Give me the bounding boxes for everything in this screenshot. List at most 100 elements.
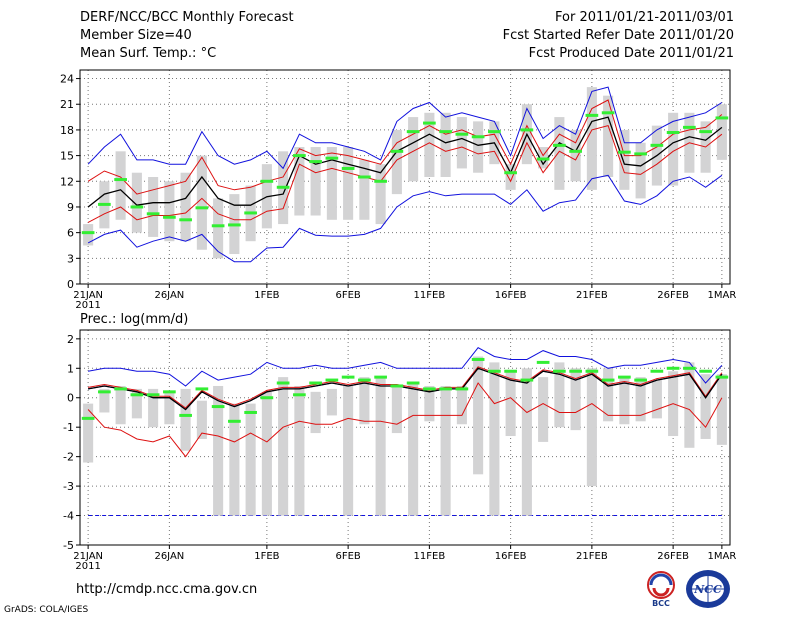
chart2-median-mark bbox=[715, 375, 729, 379]
grads-credit: GrADS: COLA/IGES bbox=[4, 605, 89, 615]
chart2-box bbox=[635, 377, 646, 422]
chart1-box bbox=[213, 198, 224, 259]
chart1-min-line bbox=[87, 174, 723, 263]
chart2-box bbox=[245, 403, 256, 516]
chart1-box bbox=[83, 224, 94, 246]
chart2-box bbox=[619, 377, 630, 425]
bcc-logo-text: BCC bbox=[652, 599, 670, 608]
chart2-upper-line bbox=[88, 366, 723, 409]
chart2-median-mark bbox=[553, 369, 566, 373]
chart1-box bbox=[570, 129, 581, 182]
chart2-box bbox=[326, 388, 337, 416]
chart1-box bbox=[294, 147, 305, 216]
chart1-xtick-label: 1MAR bbox=[707, 290, 736, 301]
chart1-median-mark bbox=[81, 231, 95, 235]
chart2-median-mark bbox=[244, 410, 257, 414]
chart2-box bbox=[716, 374, 727, 445]
chart2-box bbox=[229, 403, 240, 516]
chart2-box bbox=[115, 385, 126, 425]
chart1-median-mark bbox=[553, 143, 566, 147]
chart1-mean-line bbox=[87, 116, 723, 208]
chart1-ytick-label: 6 bbox=[67, 227, 74, 240]
chart2-xtick-sublabel: 2011 bbox=[75, 561, 100, 572]
chart2-box bbox=[538, 377, 549, 442]
chart2-ytick-label: -3 bbox=[63, 480, 74, 493]
chart2-median-mark bbox=[585, 369, 599, 373]
chart1-box bbox=[359, 159, 370, 220]
chart1-median-mark bbox=[536, 157, 550, 161]
chart1-median-mark bbox=[325, 156, 339, 160]
chart1-box bbox=[440, 112, 451, 177]
chart1-box bbox=[115, 151, 126, 220]
chart2-xtick-label: 16FEB bbox=[495, 551, 527, 562]
chart2-box bbox=[196, 400, 207, 439]
chart2-median-mark bbox=[423, 387, 436, 391]
chart1-upper-line bbox=[87, 99, 723, 195]
chart2-mean-line bbox=[87, 367, 723, 411]
chart1-box bbox=[408, 117, 419, 182]
chart1-ytick-label: 24 bbox=[60, 73, 74, 86]
chart2-box bbox=[700, 374, 711, 439]
chart1-median-mark bbox=[260, 179, 274, 183]
chart2-ytick-label: -2 bbox=[63, 451, 74, 464]
chart1-box bbox=[456, 117, 467, 169]
chart2-xtick-label: 21JAN bbox=[73, 551, 103, 562]
chart2-median-mark bbox=[406, 381, 420, 385]
chart1-xtick-label: 16FEB bbox=[495, 290, 527, 301]
chart1-xtick-label: 6FEB bbox=[335, 290, 360, 301]
chart1-box bbox=[473, 121, 484, 173]
chart2-median-mark bbox=[569, 369, 582, 373]
chart1-ytick-label: 21 bbox=[60, 98, 74, 111]
chart2-box bbox=[570, 368, 581, 431]
chart2-box bbox=[148, 388, 159, 428]
chart1-median-mark bbox=[358, 175, 371, 179]
chart1-median-mark bbox=[276, 185, 290, 189]
chart2-median-mark bbox=[374, 375, 387, 379]
chart2-box bbox=[440, 385, 451, 516]
chart2-ytick-label: -5 bbox=[63, 539, 74, 552]
chart1-median-mark bbox=[390, 149, 404, 153]
chart1-xtick-label: 1FEB bbox=[254, 290, 279, 301]
chart1-frame bbox=[79, 69, 731, 285]
chart2-median-mark bbox=[341, 375, 355, 379]
chart2-box bbox=[99, 388, 110, 413]
chart1-box bbox=[505, 164, 516, 190]
chart2-box bbox=[180, 388, 191, 451]
chart1-median-mark bbox=[341, 166, 355, 170]
chart1-xtick-label: 11FEB bbox=[414, 290, 446, 301]
chart1-median-mark bbox=[504, 171, 517, 175]
chart2-median-mark bbox=[293, 393, 306, 397]
chart2-median-mark bbox=[195, 387, 209, 391]
chart1-box bbox=[180, 172, 191, 242]
source-url[interactable]: http://cmdp.ncc.cma.gov.cn bbox=[76, 582, 258, 597]
chart2-ylabel: Prec.: log(mm/d) bbox=[80, 312, 188, 327]
forecast-period: For 2011/01/21-2011/03/01 bbox=[555, 10, 734, 25]
chart1-box bbox=[164, 181, 175, 242]
chart1-box bbox=[326, 147, 337, 220]
chart1-box bbox=[635, 142, 646, 199]
chart1-median-mark bbox=[228, 223, 241, 227]
chart1-lower-line bbox=[87, 124, 723, 223]
chart1-xtick-label: 26FEB bbox=[657, 290, 689, 301]
chart2-box bbox=[261, 391, 272, 516]
chart1-box bbox=[586, 87, 597, 190]
chart2-median-mark bbox=[650, 369, 664, 373]
chart2-box bbox=[586, 368, 597, 487]
chart2-median-mark bbox=[504, 369, 517, 373]
chart1-box bbox=[375, 164, 386, 225]
chart1-median-mark bbox=[471, 135, 485, 139]
variable-label: Mean Surf. Temp.: °C bbox=[80, 46, 217, 61]
chart1-median-mark bbox=[211, 224, 225, 228]
chart2-box bbox=[603, 368, 614, 422]
chart1-median-mark bbox=[130, 205, 144, 209]
ncc-logo-text: NCC bbox=[693, 583, 722, 596]
chart1-box bbox=[196, 155, 207, 250]
chart2-xtick-label: 26JAN bbox=[154, 551, 184, 562]
chart1-ytick-label: 12 bbox=[60, 175, 74, 188]
chart1-median-mark bbox=[244, 211, 257, 215]
chart2-lower-line bbox=[87, 382, 723, 458]
chart2-box bbox=[408, 383, 419, 516]
chart2-ytick-label: -4 bbox=[63, 510, 74, 523]
bcc-logo: BCC bbox=[647, 571, 675, 608]
